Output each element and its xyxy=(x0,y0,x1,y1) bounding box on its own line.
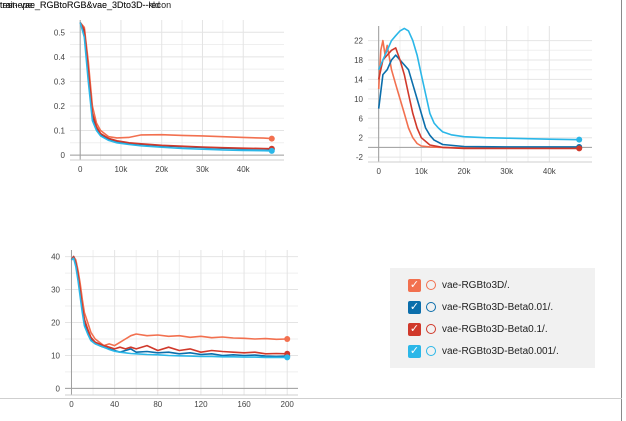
y-tick-label: 10 xyxy=(354,95,363,104)
circle-icon xyxy=(426,280,436,290)
circle-icon xyxy=(426,346,436,356)
x-tick-label: 30k xyxy=(196,165,210,174)
legend-item-vae-rgbto3d-beta0-001[interactable]: ✓ vae-RGBto3D-Beta0.001/. xyxy=(408,343,559,359)
right-divider xyxy=(621,0,622,421)
y-tick-label: 20 xyxy=(51,319,60,328)
legend-item-vae-rgbto3d-beta0-01[interactable]: ✓ vae-RGBto3D-Beta0.01/. xyxy=(408,299,553,315)
y-tick-label: 14 xyxy=(354,75,363,84)
y-tick-label: 0.5 xyxy=(54,28,66,37)
y-tick-label: 0.1 xyxy=(54,127,66,136)
y-tick-label: 40 xyxy=(51,253,60,262)
recon-chart-title: train-vae_RGBtoRGB&vae_3Dto3D--recon xyxy=(0,0,172,10)
y-tick-label: 0 xyxy=(56,384,61,393)
x-tick-label: 40k xyxy=(237,165,251,174)
x-tick-label: 200 xyxy=(281,400,295,409)
series-line-vae-rgbto3d-beta0-001[interactable] xyxy=(70,257,288,359)
y-tick-label: 2 xyxy=(359,134,364,143)
epe-chart[interactable]: 0 40 80 120 160 200 0 10 20 30 40 xyxy=(0,240,310,420)
series-line-vae-rgbto3d-beta0-1[interactable] xyxy=(377,47,580,150)
y-tick-label: 0.3 xyxy=(54,77,66,86)
x-tick-label: 0 xyxy=(78,165,83,174)
legend-item-vae-rgbto3d-beta0-1[interactable]: ✓ vae-RGBto3D-Beta0.1/. xyxy=(408,321,548,337)
x-tick-label: 0 xyxy=(376,167,381,176)
legend-label: vae-RGBto3D-Beta0.001/. xyxy=(442,345,559,357)
bottom-divider xyxy=(0,398,622,399)
circle-icon xyxy=(426,302,436,312)
series-line-vae-rgbto3d-beta0-01[interactable] xyxy=(377,54,580,148)
x-tick-label: 80 xyxy=(153,400,162,409)
y-tick-label: 22 xyxy=(354,37,363,46)
recon-chart[interactable]: 0 10k 20k 30k 40k 0 0.1 0.2 0.3 0.4 0.5 xyxy=(0,12,290,182)
series-line-vae-rgbto3d-beta0-1[interactable] xyxy=(79,22,272,150)
x-tick-label: 40 xyxy=(110,400,119,409)
checkbox-vae-rgbto3d-beta0-001[interactable]: ✓ xyxy=(408,344,421,358)
y-tick-label: 0 xyxy=(61,151,66,160)
x-tick-label: 20k xyxy=(155,165,169,174)
y-tick-label: 0.2 xyxy=(54,102,66,111)
x-tick-label: 10k xyxy=(114,165,128,174)
y-tick-label: 30 xyxy=(51,286,60,295)
series-endpoint-vae-rgbto3d-beta0-1 xyxy=(576,145,583,152)
x-tick-label: 30k xyxy=(500,167,514,176)
legend-panel: ✓ vae-RGBto3D/. ✓ vae-RGBto3D-Beta0.01/.… xyxy=(390,268,595,368)
x-tick-label: 120 xyxy=(194,400,208,409)
legend-label: vae-RGBto3D-Beta0.1/. xyxy=(442,323,548,335)
legend-label: vae-RGBto3D-Beta0.01/. xyxy=(442,301,554,313)
y-tick-label: 0.4 xyxy=(54,53,66,62)
x-tick-label: 40k xyxy=(543,167,557,176)
series-endpoint-vae-rgbto3d xyxy=(268,135,275,142)
series-endpoint-vae-rgbto3d-beta0-001 xyxy=(284,354,291,361)
kld-chart-title: train-vae_RGBtoRGB&vae_3Dto3D--kld xyxy=(0,0,161,10)
checkbox-vae-rgbto3d-beta0-1[interactable]: ✓ xyxy=(408,322,421,336)
circle-icon xyxy=(426,324,436,334)
series-line-vae-rgbto3d-beta0-1[interactable] xyxy=(70,255,288,355)
series-endpoint-vae-rgbto3d-beta0-001 xyxy=(576,136,583,143)
y-tick-label: 6 xyxy=(359,114,364,123)
checkbox-vae-rgbto3d[interactable]: ✓ xyxy=(408,278,421,292)
x-tick-label: 160 xyxy=(237,400,251,409)
legend-label: vae-RGBto3D/. xyxy=(442,279,510,291)
x-tick-label: 0 xyxy=(69,400,74,409)
kld-chart[interactable]: 0 10k 20k 30k 40k -2 2 6 10 14 18 22 xyxy=(0,12,626,182)
checkbox-vae-rgbto3d-beta0-01[interactable]: ✓ xyxy=(408,300,421,314)
epe-chart-title: test-epe xyxy=(0,0,33,10)
series-line-vae-rgbto3d-beta0-001[interactable] xyxy=(79,22,272,152)
y-tick-label: 18 xyxy=(354,56,363,65)
x-tick-label: 10k xyxy=(415,167,429,176)
series-endpoint-vae-rgbto3d xyxy=(284,335,291,342)
legend-item-vae-rgbto3d[interactable]: ✓ vae-RGBto3D/. xyxy=(408,277,510,293)
series-line-vae-rgbto3d-beta0-001[interactable] xyxy=(377,27,580,141)
series-endpoint-vae-rgbto3d-beta0-001 xyxy=(268,147,275,154)
y-tick-label: -2 xyxy=(356,153,364,162)
series-line-vae-rgbto3d[interactable] xyxy=(70,255,288,347)
y-tick-label: 10 xyxy=(51,351,60,360)
x-tick-label: 20k xyxy=(458,167,472,176)
